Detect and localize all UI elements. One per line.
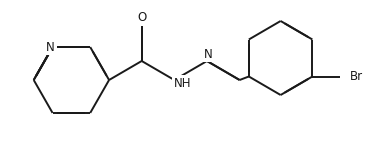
Text: N: N [46,41,55,54]
Text: NH: NH [173,77,191,90]
Text: Br: Br [350,70,363,83]
Text: O: O [137,11,146,24]
Text: N: N [203,48,212,61]
